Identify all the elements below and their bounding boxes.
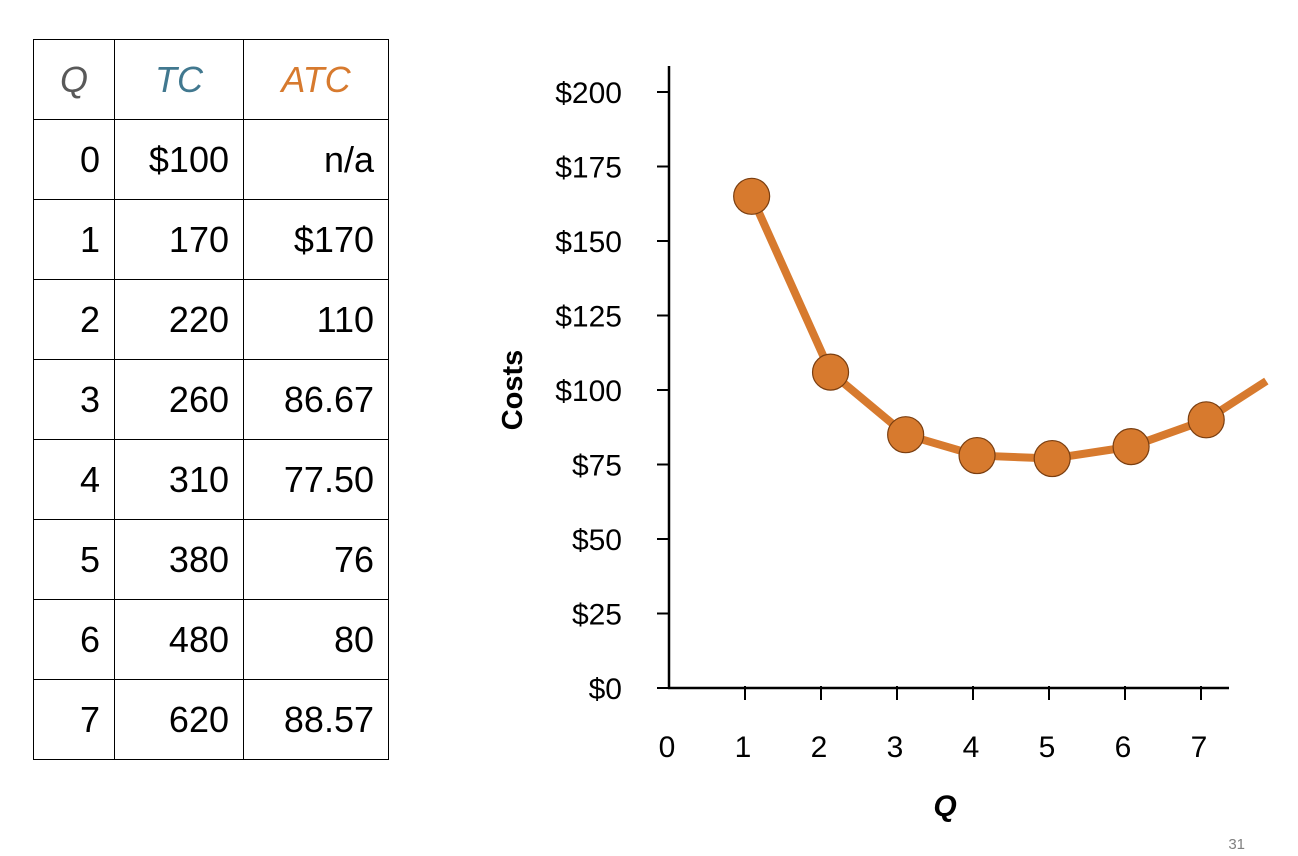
- cell-tc: 620: [114, 679, 244, 760]
- table-row: 4 310 77.50: [33, 439, 389, 520]
- cell-q: 1: [33, 199, 115, 280]
- table-row: 5 380 76: [33, 519, 389, 600]
- cell-atc: 88.57: [243, 679, 389, 760]
- atc-point: [1187, 401, 1225, 439]
- atc-point: [1112, 428, 1150, 466]
- cell-atc: n/a: [243, 119, 389, 200]
- x-tick-label: 1: [735, 731, 752, 764]
- table-row: 7 620 88.57: [33, 679, 389, 760]
- x-tick-label: 0: [659, 731, 676, 764]
- table-row: 2 220 110: [33, 279, 389, 360]
- table-row: 1 170 $170: [33, 199, 389, 280]
- cost-table: Q TC ATC 0 $100 n/a 1 170 $170 2 220 110 3 260 86.6…: [33, 39, 389, 760]
- cell-atc: 110: [243, 279, 389, 360]
- atc-point: [1033, 439, 1071, 478]
- cell-atc: 77.50: [243, 439, 389, 520]
- y-tick-label: $100: [555, 375, 622, 408]
- header-atc: ATC: [243, 39, 389, 120]
- table-row: 6 480 80: [33, 599, 389, 680]
- y-tick-label: $50: [572, 524, 622, 557]
- cell-q: 6: [33, 599, 115, 680]
- x-tick-label: 4: [963, 731, 980, 764]
- atc-point: [811, 353, 850, 391]
- x-tick-label: 3: [887, 731, 904, 764]
- x-tick-label: 6: [1115, 731, 1132, 764]
- y-tick-label: $25: [572, 599, 622, 632]
- y-tick-label: $175: [555, 152, 622, 185]
- y-tick-label: $75: [572, 450, 622, 483]
- cell-q: 4: [33, 439, 115, 520]
- y-tick-label: $0: [589, 673, 622, 706]
- header-q: Q: [33, 39, 115, 120]
- table-header-row: Q TC ATC: [33, 39, 389, 120]
- y-tick-label: $200: [555, 77, 622, 110]
- header-tc: TC: [114, 39, 244, 120]
- x-tick-label: 5: [1039, 731, 1056, 764]
- cell-atc: 80: [243, 599, 389, 680]
- slide-number: 31: [1228, 836, 1245, 853]
- cell-tc: 480: [114, 599, 244, 680]
- table-row: 3 260 86.67: [33, 359, 389, 440]
- y-tick-label: $150: [555, 226, 622, 259]
- cell-atc: $170: [243, 199, 389, 280]
- x-tick-label: 7: [1191, 731, 1208, 764]
- cell-atc: 86.67: [243, 359, 389, 440]
- y-axis-label: Costs: [497, 350, 529, 431]
- cell-q: 5: [33, 519, 115, 600]
- atc-point: [958, 436, 996, 475]
- cell-tc: 260: [114, 359, 244, 440]
- x-tick-label: 2: [811, 731, 828, 764]
- y-tick-label: $125: [555, 301, 622, 334]
- cell-q: 3: [33, 359, 115, 440]
- atc-point: [887, 416, 925, 454]
- x-axis-label: Q: [933, 790, 956, 823]
- cell-tc: 310: [114, 439, 244, 520]
- cell-tc: 170: [114, 199, 244, 280]
- cell-tc: 380: [114, 519, 244, 600]
- table-body: 0 $100 n/a 1 170 $170 2 220 110 3 260 86.67 4 310 77.5…: [33, 119, 389, 760]
- atc-point: [733, 177, 771, 215]
- cell-q: 7: [33, 679, 115, 760]
- cell-atc: 76: [243, 519, 389, 600]
